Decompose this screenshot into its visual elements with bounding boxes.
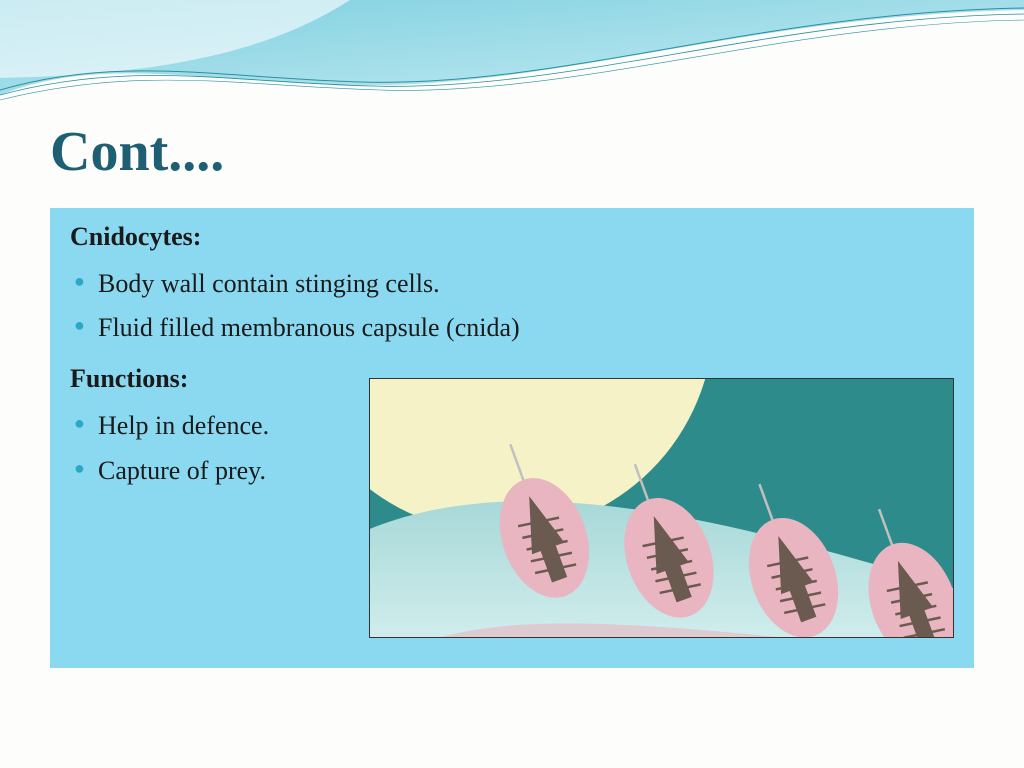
bullets-cnidocytes: Body wall contain stinging cells. Fluid … xyxy=(70,262,954,350)
bullet-item: Fluid filled membranous capsule (cnida) xyxy=(70,306,954,350)
heading-cnidocytes: Cnidocytes: xyxy=(70,222,954,252)
slide-title: Cont.... xyxy=(50,120,224,184)
bullet-item: Body wall contain stinging cells. xyxy=(70,262,954,306)
cnidocyte-illustration xyxy=(369,378,954,638)
section-cnidocytes: Cnidocytes: Body wall contain stinging c… xyxy=(70,222,954,350)
content-box: Cnidocytes: Body wall contain stinging c… xyxy=(50,208,974,668)
